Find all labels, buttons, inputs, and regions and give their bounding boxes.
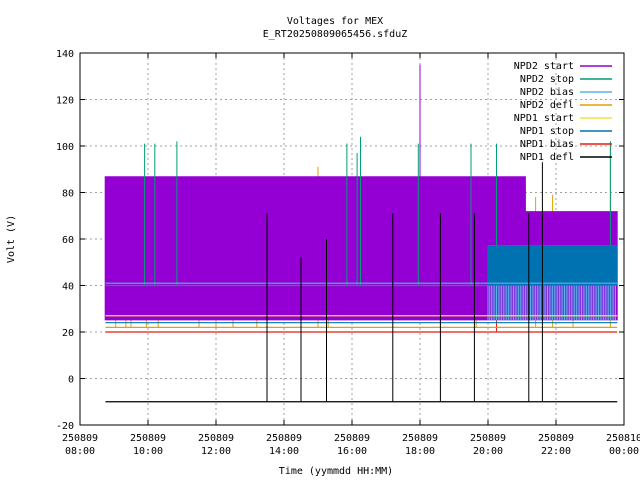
x-tick-time: 00:00	[609, 446, 639, 457]
y-tick-label: 0	[68, 375, 74, 386]
x-tick-date: 250809	[62, 433, 98, 444]
y-tick-label: 40	[62, 282, 74, 293]
y-axis-ticks: -20 0 20 40 60 80 100 120 140	[56, 49, 624, 432]
x-tick-time: 16:00	[337, 446, 367, 457]
x-tick-time: 18:00	[405, 446, 435, 457]
x-tick-time: 14:00	[269, 446, 299, 457]
y-axis-label: Volt (V)	[6, 215, 17, 263]
legend-label: NPD2 bias	[520, 87, 574, 98]
x-tick-time: 20:00	[473, 446, 503, 457]
x-axis-ticks: 250809 08:00 250809 10:00 250809 12:00 250809 1…	[62, 53, 640, 457]
y-tick-label: 140	[56, 49, 74, 60]
legend: NPD2 start NPD2 stop NPD2 bias NPD2 defl NPD…	[514, 61, 612, 163]
x-axis-label: Time (yymmdd HH:MM)	[279, 466, 393, 477]
series-npd1-defl	[105, 162, 618, 403]
y-tick-label: 80	[62, 189, 74, 200]
legend-label: NPD1 stop	[520, 126, 574, 137]
x-tick-time: 08:00	[65, 446, 95, 457]
series-npd1-stop	[105, 246, 618, 324]
series-layer	[104, 64, 618, 403]
legend-label: NPD2 defl	[520, 100, 574, 111]
y-tick-label: 60	[62, 235, 74, 246]
y-tick-label: 120	[56, 96, 74, 107]
x-tick-date: 250809	[334, 433, 370, 444]
legend-label: NPD2 start	[514, 61, 574, 72]
y-tick-label: 20	[62, 328, 74, 339]
x-tick-date: 250810	[606, 433, 640, 444]
chart-subtitle: E_RT20250809065456.sfduZ	[263, 29, 408, 40]
x-tick-date: 250809	[538, 433, 574, 444]
x-tick-date: 250809	[402, 433, 438, 444]
legend-label: NPD1 defl	[520, 152, 574, 163]
y-tick-label: 100	[56, 142, 74, 153]
x-tick-date: 250809	[266, 433, 302, 444]
legend-label: NPD1 start	[514, 113, 574, 124]
x-tick-time: 12:00	[201, 446, 231, 457]
x-tick-time: 22:00	[541, 446, 571, 457]
x-tick-time: 10:00	[133, 446, 163, 457]
data-band	[487, 285, 616, 321]
data-band	[487, 246, 618, 286]
chart-title: Voltages for MEX	[287, 16, 383, 27]
y-tick-label: -20	[56, 421, 74, 432]
x-tick-date: 250809	[130, 433, 166, 444]
legend-label: NPD1 bias	[520, 139, 574, 150]
x-tick-date: 250809	[470, 433, 506, 444]
series-npd2-bias	[105, 282, 618, 321]
legend-label: NPD2 stop	[520, 74, 574, 85]
x-tick-date: 250809	[198, 433, 234, 444]
